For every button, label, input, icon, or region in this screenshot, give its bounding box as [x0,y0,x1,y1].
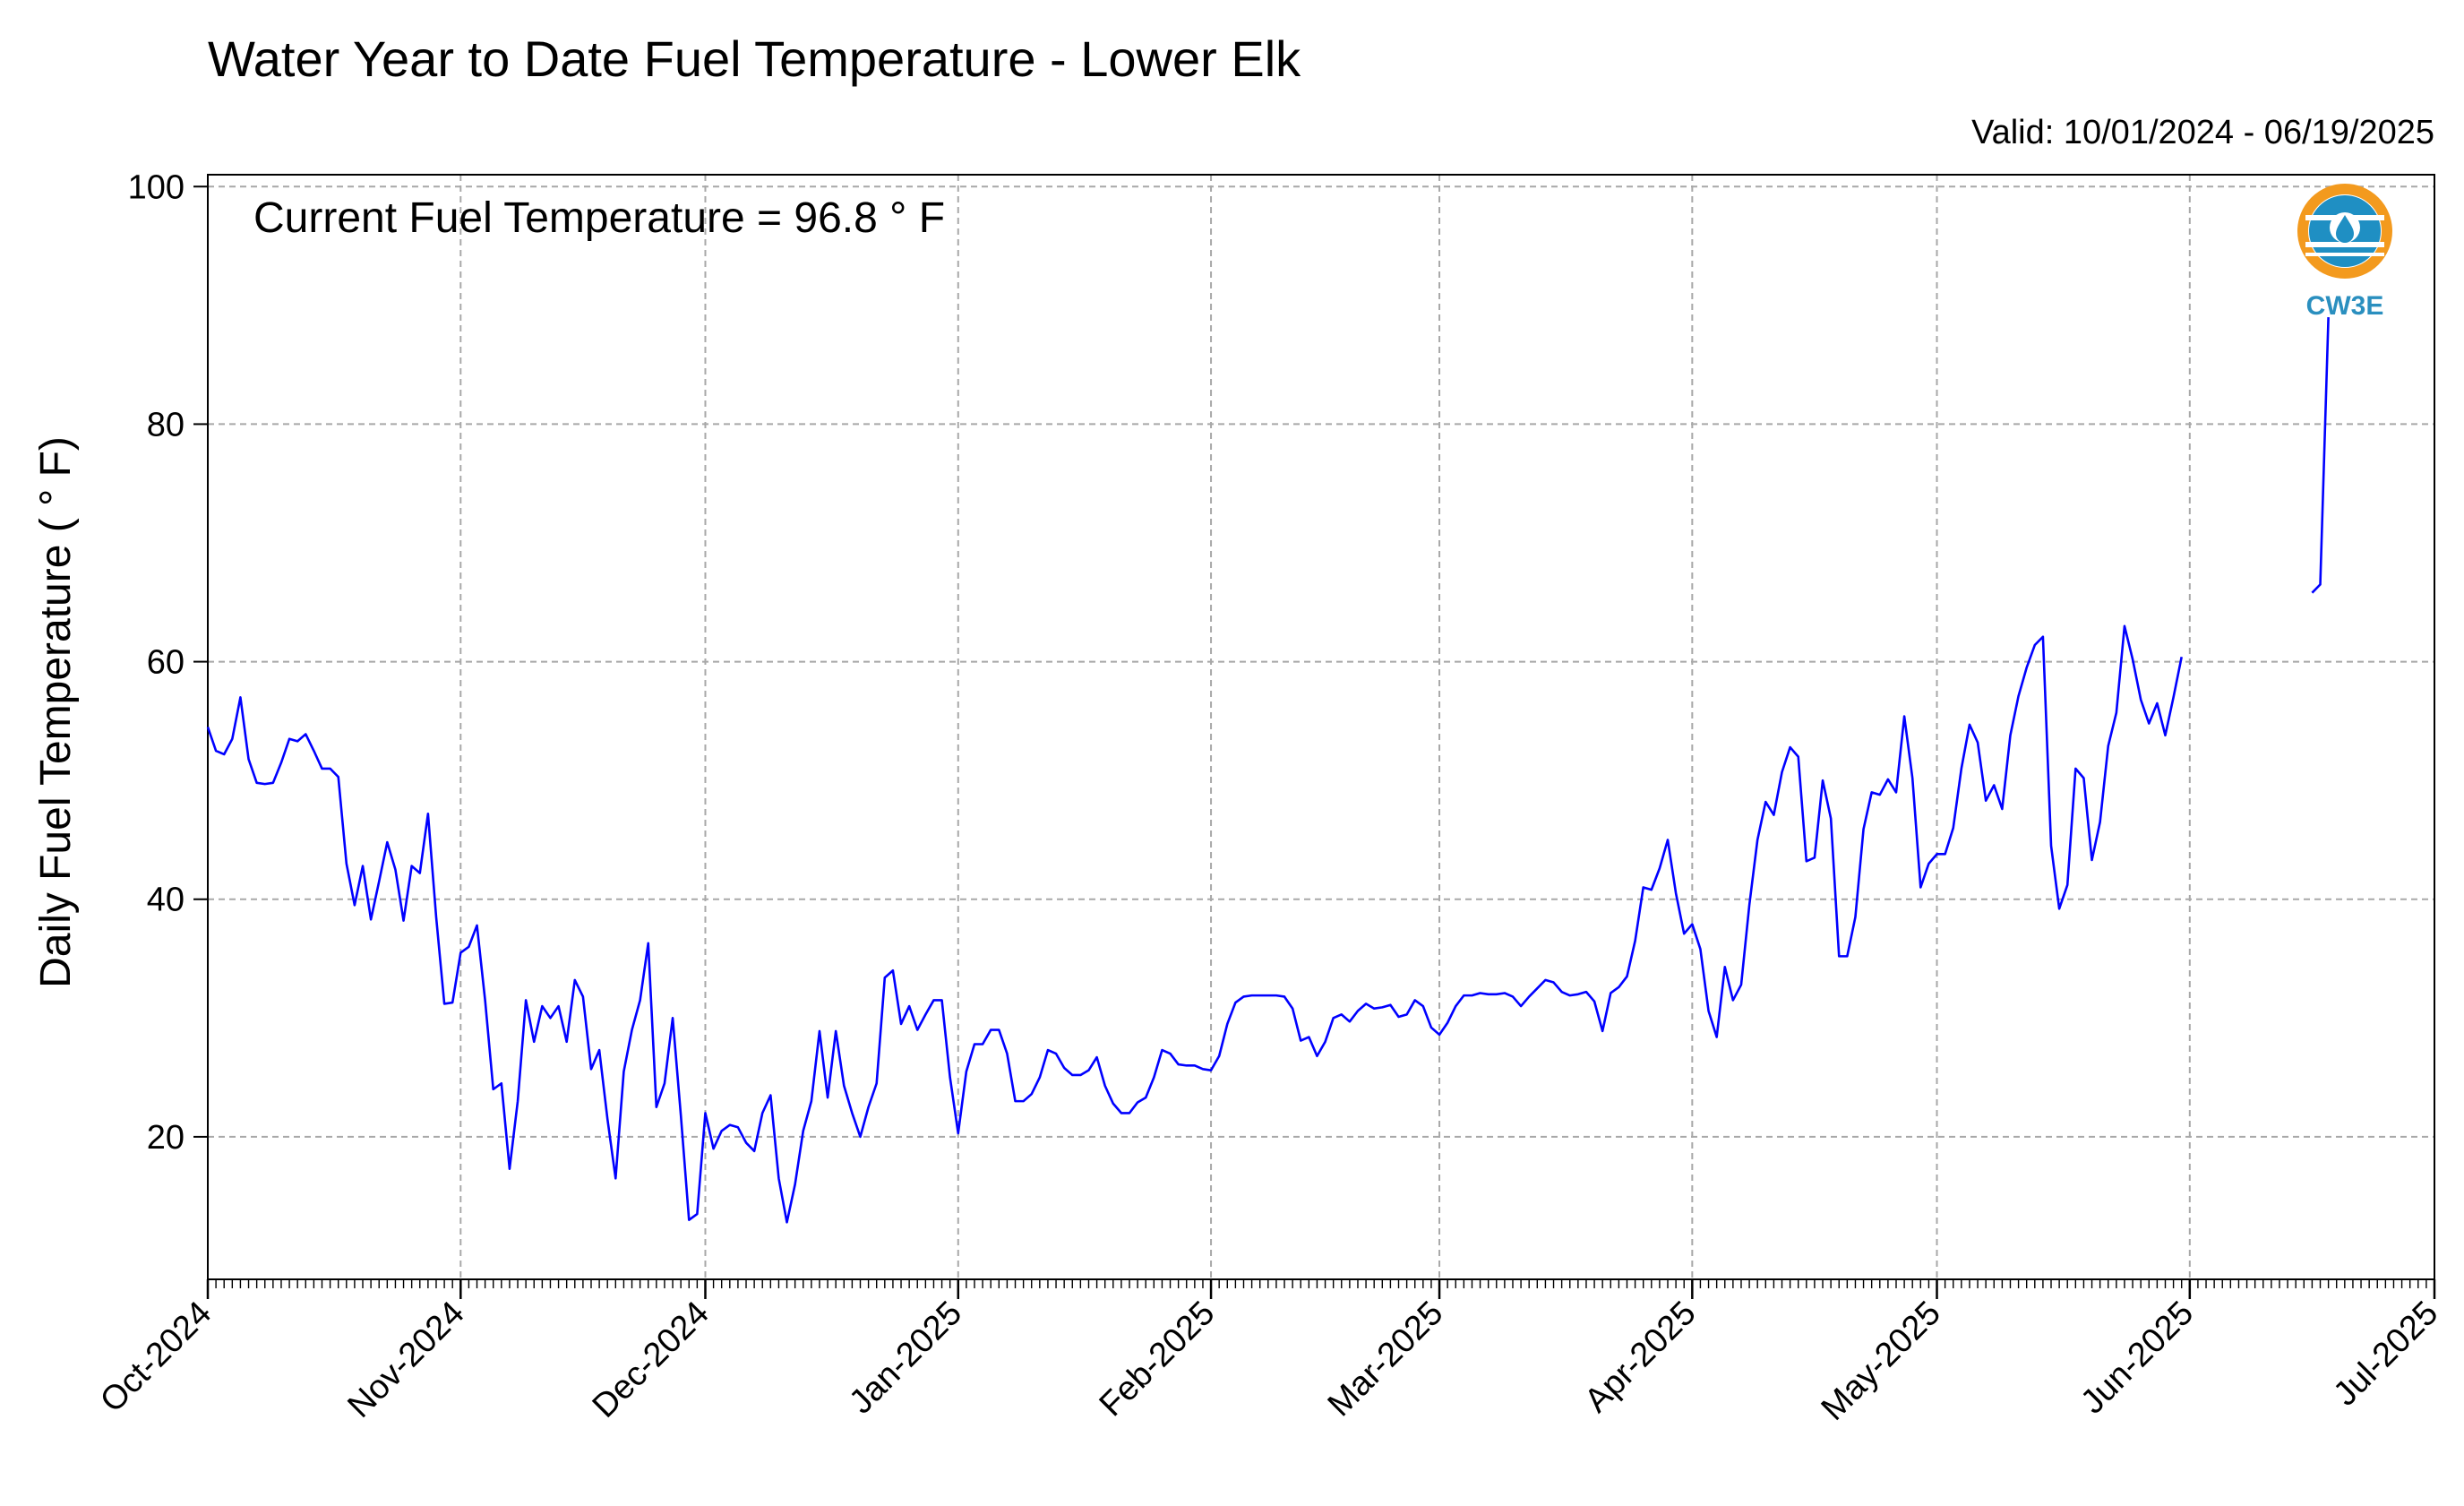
valid-date-range: Valid: 10/01/2024 - 06/19/2025 [1971,114,2434,151]
x-tick-labels: Oct-2024 Nov-2024 Dec-2024 Jan-2025 Feb-2025… [93,1295,2445,1428]
current-temperature-annotation: Current Fuel Temperature = 96.8 ° F [253,194,945,242]
x-tick-label: Feb-2025 [1093,1295,1223,1424]
series-lines [206,317,2330,1224]
fuel-temperature-line [2311,317,2330,594]
y-axis-label: Daily Fuel Temperature ( ° F) [32,436,80,988]
x-tick-label: Jun-2025 [2073,1295,2201,1422]
y-tick-label: 100 [128,168,185,206]
y-tick-label: 80 [147,406,185,443]
y-tick-label: 60 [147,644,185,682]
y-tick-labels: 20 40 60 80 100 [128,168,185,1157]
x-tick-label: Jan-2025 [842,1295,969,1422]
axes [193,174,2436,1299]
water-drop-icon [2336,215,2354,243]
gridlines [207,175,2435,1279]
cw3e-logo: CW3E [2297,184,2392,321]
x-tick-label: May-2025 [1815,1295,1948,1428]
x-tick-label: Mar-2025 [1321,1295,1451,1424]
logo-ring [2297,184,2392,279]
chart-title: Water Year to Date Fuel Temperature - Lo… [208,30,1301,87]
x-tick-label: Nov-2024 [340,1295,471,1425]
y-tick-label: 40 [147,882,185,919]
x-tick-label: Jul-2025 [2327,1295,2446,1414]
fuel-temperature-line [206,624,2183,1224]
x-tick-label: Apr-2025 [1577,1295,1703,1420]
x-tick-label: Dec-2024 [586,1295,717,1425]
x-minor-ticks [207,1279,2435,1288]
plot-frame [207,174,2435,1280]
y-tick-label: 20 [147,1119,185,1157]
x-tick-label: Oct-2024 [93,1295,219,1420]
logo-text: CW3E [2306,291,2384,321]
